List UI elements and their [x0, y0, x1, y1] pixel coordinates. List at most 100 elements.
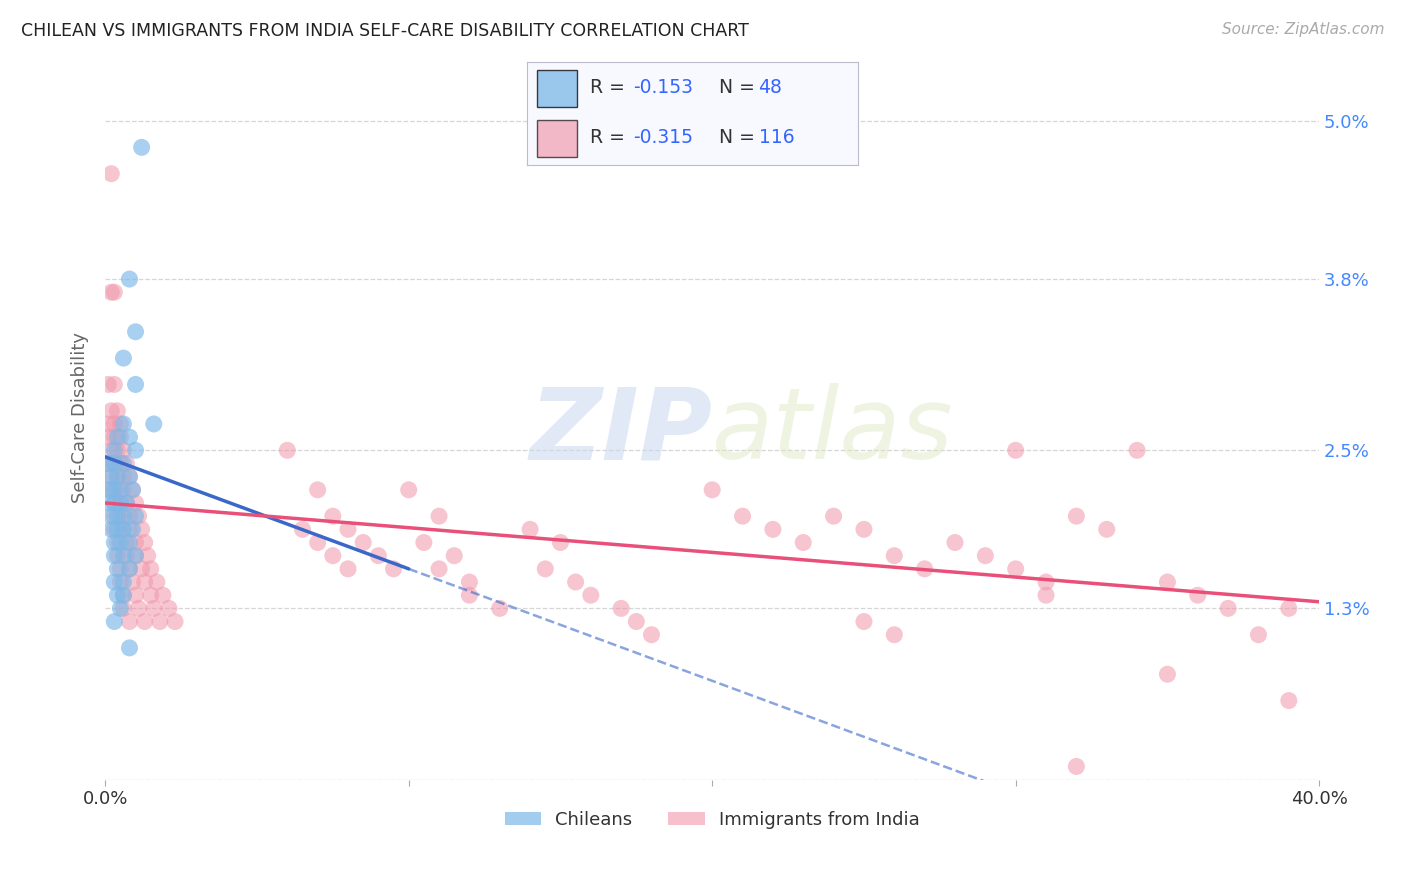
- Point: [100, 167, 122, 181]
- Point: [142, 601, 165, 615]
- Text: N =: N =: [718, 78, 761, 96]
- Point: [105, 469, 128, 483]
- Point: [579, 588, 602, 602]
- Point: [105, 469, 128, 483]
- Point: [367, 549, 389, 563]
- Point: [105, 535, 128, 549]
- Point: [610, 601, 633, 615]
- Point: [124, 325, 146, 339]
- Point: [322, 549, 344, 563]
- Point: [112, 509, 135, 524]
- Point: [112, 574, 135, 589]
- Y-axis label: Self-Care Disability: Self-Care Disability: [72, 332, 89, 503]
- Point: [115, 535, 138, 549]
- Point: [883, 628, 905, 642]
- Point: [103, 549, 125, 563]
- Point: [112, 417, 135, 431]
- FancyBboxPatch shape: [537, 120, 576, 157]
- Point: [139, 562, 162, 576]
- Point: [103, 509, 125, 524]
- Text: ZIP: ZIP: [529, 384, 713, 481]
- Point: [110, 562, 132, 576]
- Point: [105, 443, 128, 458]
- Point: [118, 522, 141, 536]
- Text: 116: 116: [759, 128, 794, 147]
- Point: [128, 601, 150, 615]
- Point: [458, 574, 481, 589]
- Point: [97, 430, 120, 444]
- Point: [100, 483, 122, 497]
- Text: Source: ZipAtlas.com: Source: ZipAtlas.com: [1222, 22, 1385, 37]
- Point: [131, 562, 153, 576]
- Point: [1278, 693, 1301, 707]
- Point: [103, 496, 125, 510]
- Point: [792, 535, 814, 549]
- Point: [110, 601, 132, 615]
- Point: [974, 549, 997, 563]
- Point: [118, 469, 141, 483]
- Point: [100, 285, 122, 300]
- Point: [640, 628, 662, 642]
- Point: [103, 535, 125, 549]
- Point: [112, 469, 135, 483]
- Point: [97, 417, 120, 431]
- Point: [118, 562, 141, 576]
- Point: [112, 351, 135, 365]
- Point: [110, 417, 132, 431]
- Point: [134, 574, 156, 589]
- Point: [100, 443, 122, 458]
- Point: [118, 430, 141, 444]
- Point: [124, 377, 146, 392]
- Point: [1187, 588, 1209, 602]
- Point: [103, 430, 125, 444]
- Point: [110, 535, 132, 549]
- Point: [118, 469, 141, 483]
- Point: [97, 496, 120, 510]
- Point: [157, 601, 180, 615]
- Point: [103, 574, 125, 589]
- Point: [382, 562, 405, 576]
- Point: [142, 417, 165, 431]
- Point: [110, 483, 132, 497]
- Point: [103, 496, 125, 510]
- Point: [124, 535, 146, 549]
- Point: [443, 549, 465, 563]
- Text: CHILEAN VS IMMIGRANTS FROM INDIA SELF-CARE DISABILITY CORRELATION CHART: CHILEAN VS IMMIGRANTS FROM INDIA SELF-CA…: [21, 22, 749, 40]
- Point: [458, 588, 481, 602]
- Point: [103, 457, 125, 471]
- Point: [534, 562, 557, 576]
- Point: [1156, 574, 1178, 589]
- Point: [112, 588, 135, 602]
- Point: [1035, 574, 1057, 589]
- Point: [115, 457, 138, 471]
- Point: [124, 509, 146, 524]
- Point: [115, 549, 138, 563]
- Point: [103, 377, 125, 392]
- Point: [136, 549, 159, 563]
- Point: [131, 140, 153, 154]
- Point: [731, 509, 754, 524]
- Point: [1004, 443, 1026, 458]
- Point: [121, 483, 143, 497]
- Point: [105, 549, 128, 563]
- Point: [626, 615, 648, 629]
- Point: [124, 549, 146, 563]
- Point: [488, 601, 510, 615]
- Point: [550, 535, 572, 549]
- Point: [307, 483, 329, 497]
- Point: [163, 615, 186, 629]
- Point: [103, 443, 125, 458]
- Point: [322, 509, 344, 524]
- Point: [121, 522, 143, 536]
- Point: [112, 601, 135, 615]
- Text: -0.153: -0.153: [633, 78, 693, 96]
- Point: [702, 483, 724, 497]
- Point: [124, 549, 146, 563]
- Point: [118, 272, 141, 286]
- Point: [914, 562, 936, 576]
- Point: [118, 509, 141, 524]
- Point: [105, 562, 128, 576]
- FancyBboxPatch shape: [537, 70, 576, 106]
- Point: [112, 483, 135, 497]
- Point: [134, 615, 156, 629]
